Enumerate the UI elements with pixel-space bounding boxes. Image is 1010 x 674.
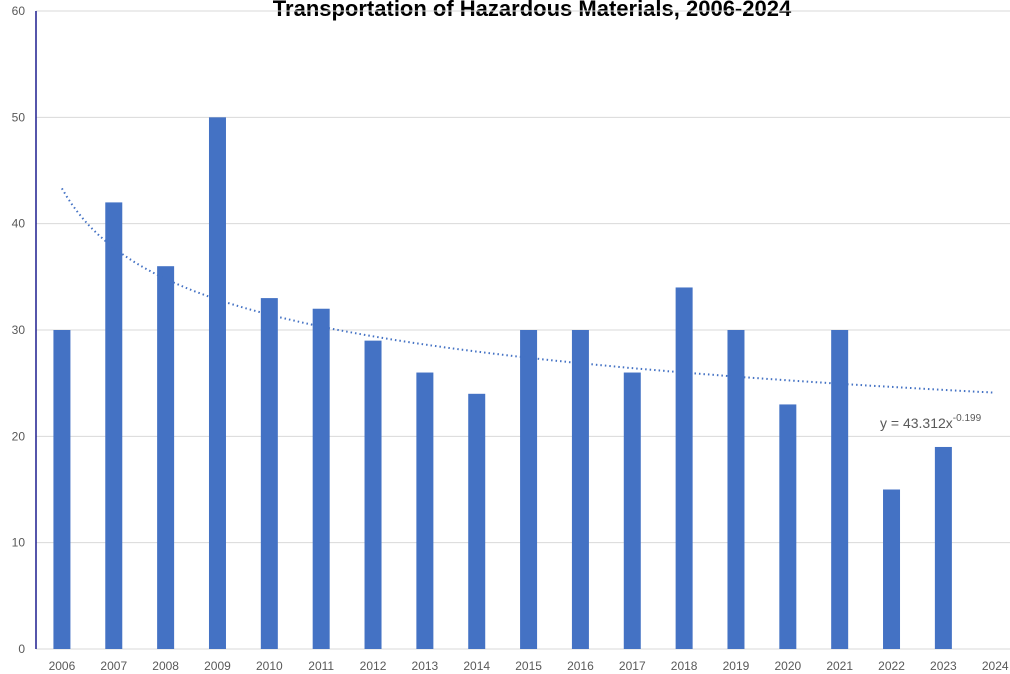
bar [831, 330, 849, 649]
y-tick-label: 10 [12, 536, 26, 550]
bar [364, 340, 382, 649]
trendline-label-base: y = 43.312x [880, 415, 953, 431]
x-tick-label: 2017 [619, 659, 646, 673]
x-tick-label: 2009 [204, 659, 231, 673]
bar [105, 202, 123, 649]
y-tick-label: 20 [12, 429, 26, 443]
bar [779, 404, 797, 649]
y-tick-label: 40 [12, 217, 26, 231]
bar [468, 393, 486, 649]
x-tick-label: 2018 [671, 659, 698, 673]
y-tick-label: 50 [12, 110, 26, 124]
x-tick-label: 2008 [152, 659, 179, 673]
x-tick-label: 2024 [982, 659, 1009, 673]
x-tick-label: 2012 [360, 659, 387, 673]
x-tick-label: 2023 [930, 659, 957, 673]
y-tick-label: 0 [18, 642, 25, 656]
x-tick-label: 2021 [826, 659, 853, 673]
bar [157, 266, 175, 649]
bar [53, 330, 71, 649]
x-tick-label: 2007 [100, 659, 127, 673]
bar [883, 489, 901, 649]
bar [934, 446, 952, 649]
x-tick-label: 2006 [49, 659, 76, 673]
bar [571, 330, 589, 649]
x-tick-label: 2013 [412, 659, 439, 673]
trendline-label-exponent: -0.199 [953, 413, 982, 424]
x-tick-label: 2016 [567, 659, 594, 673]
bar [312, 308, 330, 649]
y-tick-label: 30 [12, 323, 26, 337]
bar [675, 287, 693, 649]
y-tick-label: 60 [12, 4, 26, 18]
x-tick-label: 2019 [723, 659, 750, 673]
x-tick-label: 2020 [774, 659, 801, 673]
trendline-label: y = 43.312x-0.199 [880, 413, 982, 431]
bar [416, 372, 434, 649]
bar [208, 117, 226, 650]
x-tick-label: 2010 [256, 659, 283, 673]
bar [623, 372, 641, 649]
x-tick-label: 2014 [463, 659, 490, 673]
bar [260, 298, 278, 649]
x-tick-label: 2015 [515, 659, 542, 673]
x-tick-label: 2022 [878, 659, 905, 673]
bar [727, 330, 745, 649]
bar [520, 330, 538, 649]
x-tick-label: 2011 [308, 659, 334, 673]
